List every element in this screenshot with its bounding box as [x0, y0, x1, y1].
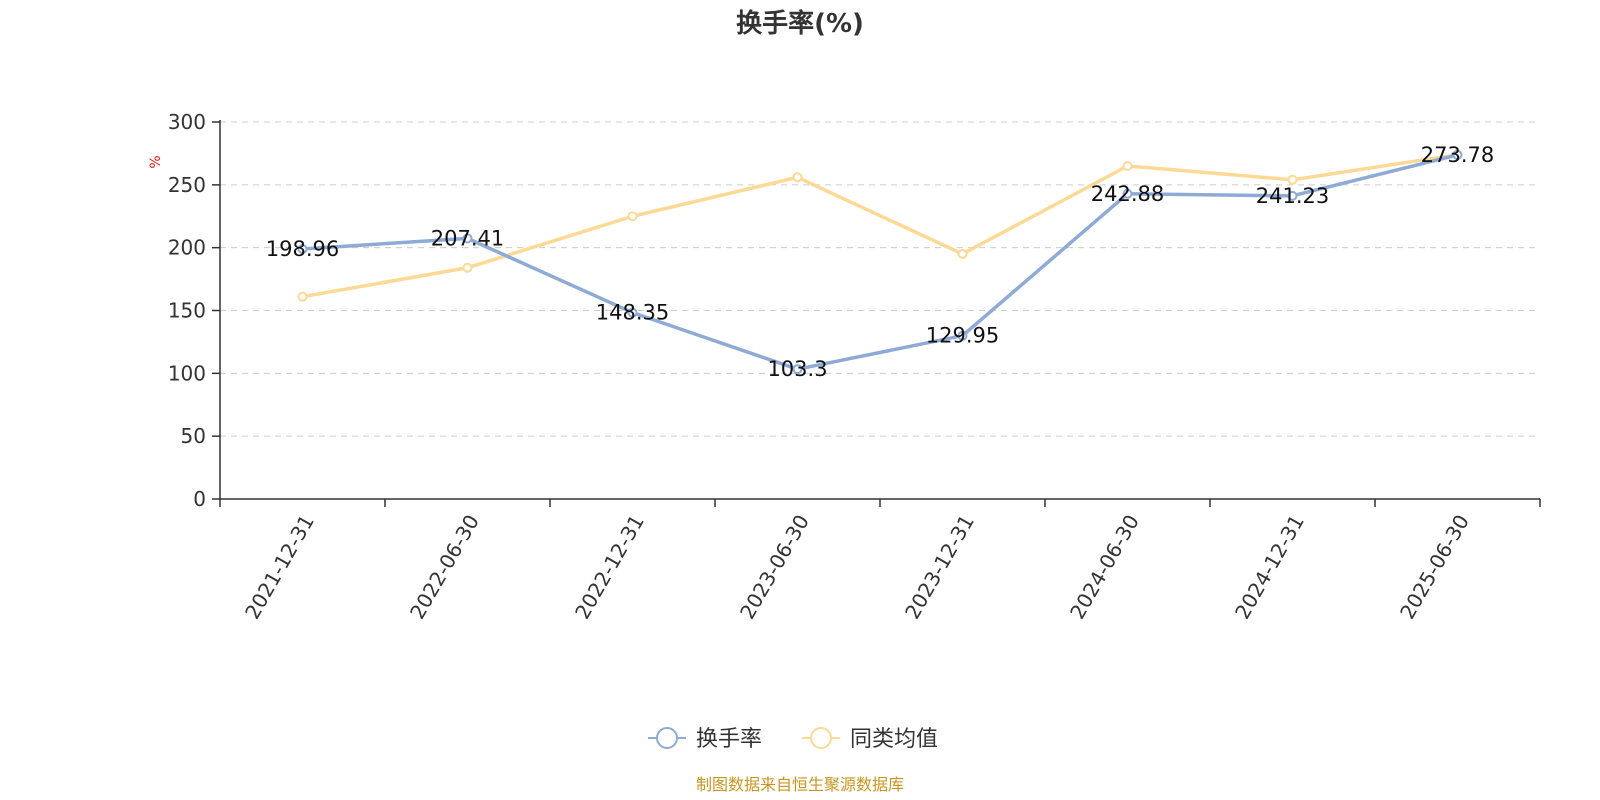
y-tick-label: 150 — [168, 299, 206, 323]
series-1-point[interactable] — [957, 330, 968, 341]
series-1-data-label: 242.88 — [1091, 182, 1164, 206]
series-1-data-label: 103.3 — [767, 357, 827, 381]
x-tick-label: 2024-06-30 — [1065, 511, 1144, 624]
data-source-note: 制图数据来自恒生聚源数据库 — [696, 775, 904, 794]
series-1-data-label: 273.78 — [1421, 143, 1494, 167]
y-tick-label: 50 — [181, 424, 206, 448]
series-2-point[interactable] — [627, 211, 638, 222]
legend-label-series-2: 同类均值 — [850, 727, 938, 752]
x-tick-label: 2023-12-31 — [900, 511, 979, 624]
series-1-point[interactable] — [1452, 149, 1463, 160]
series-1-point[interactable] — [297, 243, 308, 254]
series-2-point[interactable] — [792, 172, 803, 183]
series-2-point[interactable] — [462, 262, 473, 273]
y-tick-label: 0 — [193, 487, 206, 511]
legend: 换手率 同类均值 — [648, 727, 938, 752]
x-tick-label: 2025-06-30 — [1395, 511, 1474, 624]
series-2-point[interactable] — [1122, 160, 1133, 171]
y-tick-label: 250 — [168, 173, 206, 197]
series-1-data-label: 207.41 — [431, 226, 504, 250]
series-1-data-label: 241.23 — [1256, 184, 1329, 208]
legend-label-series-1: 换手率 — [696, 727, 762, 752]
series-1-point[interactable] — [1122, 188, 1133, 199]
x-tick-label: 2022-06-30 — [405, 511, 484, 624]
series-2-point[interactable] — [1287, 174, 1298, 185]
series-1-point[interactable] — [627, 307, 638, 318]
gridlines — [220, 121, 1540, 437]
y-axis-unit-label: % — [148, 155, 164, 168]
data-labels: 198.96 207.41 148.35 103.3 129.95 242.88 241.2… — [266, 143, 1494, 381]
y-tick-label: 200 — [168, 236, 206, 260]
y-tick-label: 100 — [168, 361, 206, 385]
series-line-1 — [300, 153, 1460, 371]
series-lines — [297, 149, 1463, 375]
y-tick-label: 300 — [168, 110, 206, 134]
chart-title: 换手率(%) — [736, 8, 864, 39]
series-1-data-label: 129.95 — [926, 324, 999, 348]
series-1-data-label: 148.35 — [596, 301, 669, 325]
series-2-point[interactable] — [957, 248, 968, 259]
legend-item-series-2[interactable]: 同类均值 — [802, 727, 938, 752]
x-tick-label: 2024-12-31 — [1230, 511, 1309, 624]
series-2-point[interactable] — [297, 291, 308, 302]
x-tick-label: 2021-12-31 — [240, 511, 319, 624]
series-1-data-label: 198.96 — [266, 237, 339, 261]
series-1-point[interactable] — [1287, 190, 1298, 201]
legend-marker-series-2 — [810, 727, 832, 749]
series-1-point[interactable] — [792, 364, 803, 375]
legend-item-series-1[interactable]: 换手率 — [648, 727, 762, 752]
x-tick-label: 2023-06-30 — [735, 511, 814, 624]
x-tick-label: 2022-12-31 — [570, 511, 649, 624]
series-1-point[interactable] — [462, 233, 473, 244]
legend-marker-series-1 — [656, 727, 678, 749]
series-line-2 — [300, 152, 1460, 299]
